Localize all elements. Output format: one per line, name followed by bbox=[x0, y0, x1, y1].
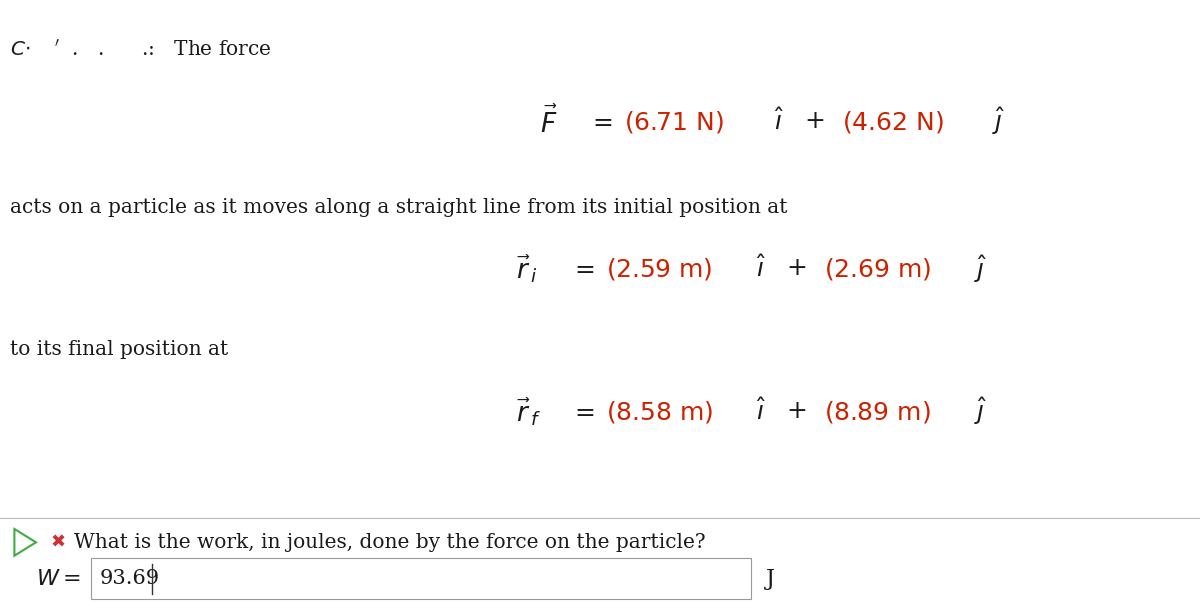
Text: $\vec{F}$: $\vec{F}$ bbox=[540, 105, 558, 138]
Text: $(8.89\ \mathrm{m})$: $(8.89\ \mathrm{m})$ bbox=[824, 399, 931, 424]
Text: $=$: $=$ bbox=[570, 400, 595, 423]
Text: $+$: $+$ bbox=[804, 110, 824, 133]
Text: $(2.59\ \mathrm{m})$: $(2.59\ \mathrm{m})$ bbox=[606, 256, 712, 282]
Text: $\hat{\jmath}$: $\hat{\jmath}$ bbox=[992, 106, 1006, 137]
Text: $\vec{r}_{\,f}$: $\vec{r}_{\,f}$ bbox=[516, 396, 541, 427]
Text: $=$: $=$ bbox=[570, 257, 595, 280]
Text: What is the work, in joules, done by the force on the particle?: What is the work, in joules, done by the… bbox=[74, 533, 706, 552]
Text: $W =$: $W =$ bbox=[36, 568, 80, 590]
Text: ✖: ✖ bbox=[50, 533, 66, 551]
Text: to its final position at: to its final position at bbox=[10, 340, 228, 359]
Text: 93.69: 93.69 bbox=[100, 569, 160, 589]
Text: $(8.58\ \mathrm{m})$: $(8.58\ \mathrm{m})$ bbox=[606, 399, 714, 424]
Text: $=$: $=$ bbox=[588, 110, 613, 133]
Text: $\hat{\jmath}$: $\hat{\jmath}$ bbox=[974, 396, 988, 427]
Text: J: J bbox=[766, 568, 774, 590]
Text: $\hat{\imath}$: $\hat{\imath}$ bbox=[774, 108, 785, 135]
Text: $\hat{\jmath}$: $\hat{\jmath}$ bbox=[974, 253, 988, 285]
Text: $+$: $+$ bbox=[786, 400, 806, 423]
Text: $(4.62\ \mathrm{N})$: $(4.62\ \mathrm{N})$ bbox=[842, 109, 944, 134]
FancyBboxPatch shape bbox=[91, 558, 751, 599]
Text: $\hat{\imath}$: $\hat{\imath}$ bbox=[756, 398, 767, 425]
Text: $(6.71\ \mathrm{N})$: $(6.71\ \mathrm{N})$ bbox=[624, 109, 724, 134]
Text: acts on a particle as it moves along a straight line from its initial position a: acts on a particle as it moves along a s… bbox=[10, 198, 787, 216]
Text: $+$: $+$ bbox=[786, 257, 806, 280]
Text: $C\!\cdot$   ${}^{\prime}$  .   .      .:   The force: $C\!\cdot$ ${}^{\prime}$ . . .: The forc… bbox=[10, 40, 271, 60]
Text: $(2.69\ \mathrm{m})$: $(2.69\ \mathrm{m})$ bbox=[824, 256, 932, 282]
Text: $\hat{\imath}$: $\hat{\imath}$ bbox=[756, 255, 767, 282]
Text: $\vec{r}_{\,i}$: $\vec{r}_{\,i}$ bbox=[516, 253, 538, 285]
